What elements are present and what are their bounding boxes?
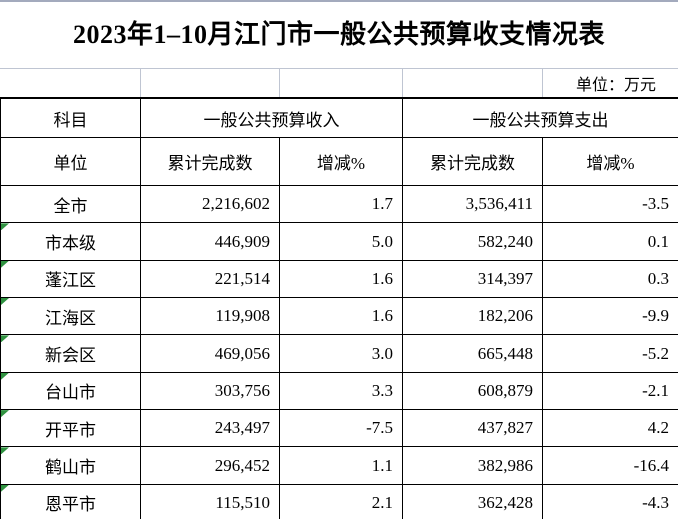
header-expenditure-group: 一般公共预算支出 <box>403 99 678 138</box>
revenue-total-cell: 119,908 <box>141 298 280 336</box>
header-expenditure-change: 增减% <box>543 138 678 186</box>
expenditure-total-cell: 314,397 <box>403 260 543 299</box>
expenditure-total-cell: 182,206 <box>403 298 543 336</box>
empty-grid-cell <box>280 69 403 97</box>
expenditure-total-cell: 362,428 <box>403 484 543 519</box>
region-name: 台山市 <box>45 383 96 403</box>
unit-note-row: 单位：万元 <box>0 68 678 97</box>
page-title: 2023年1–10月江门市一般公共预算收支情况表 <box>72 20 605 49</box>
revenue-change-cell: 1.6 <box>280 298 403 336</box>
table-header-row-2: 单位 累计完成数 增减% 累计完成数 增减% <box>1 138 678 186</box>
header-revenue-change: 增减% <box>280 138 403 186</box>
region-name: 江海区 <box>45 308 96 328</box>
header-revenue-group: 一般公共预算收入 <box>141 99 403 138</box>
expenditure-change-cell: -3.5 <box>543 186 678 224</box>
empty-grid-cell <box>0 69 141 97</box>
header-revenue-total: 累计完成数 <box>141 138 280 186</box>
revenue-change-cell: 1.7 <box>280 186 403 224</box>
unit-note: 单位：万元 <box>575 77 656 94</box>
budget-table: 科目 一般公共预算收入 一般公共预算支出 单位 累计完成数 增减% 累计完成数 … <box>0 97 678 519</box>
table-row: 全市 2,216,602 1.7 3,536,411 -3.5 <box>1 186 678 224</box>
expenditure-change-cell: -2.1 <box>543 373 678 411</box>
revenue-change-cell: 2.1 <box>280 484 403 519</box>
revenue-change-cell: 5.0 <box>280 223 403 261</box>
empty-grid-cell <box>141 69 280 97</box>
expenditure-change-cell: 0.1 <box>543 223 678 261</box>
expenditure-change-cell: -4.3 <box>543 485 678 519</box>
revenue-total-cell: 221,514 <box>141 260 280 299</box>
revenue-change-cell: 1.6 <box>280 260 403 299</box>
header-unit: 单位 <box>1 138 141 186</box>
region-name: 市本级 <box>45 234 96 254</box>
region-name-cell: 台山市 <box>1 372 141 411</box>
expenditure-total-cell: 3,536,411 <box>403 186 543 224</box>
table-row: 江海区 119,908 1.6 182,206 -9.9 <box>1 298 678 336</box>
cell-error-marker-triangle <box>1 260 9 268</box>
header-subject: 科目 <box>1 99 141 138</box>
region-name-cell: 市本级 <box>1 223 141 261</box>
revenue-total-cell: 243,497 <box>141 410 280 448</box>
cell-error-marker-triangle <box>1 372 9 380</box>
revenue-total-cell: 115,510 <box>141 484 280 519</box>
expenditure-total-cell: 608,879 <box>403 372 543 411</box>
revenue-total-cell: 2,216,602 <box>141 186 280 224</box>
revenue-total-cell: 446,909 <box>141 223 280 261</box>
revenue-total-cell: 303,756 <box>141 372 280 411</box>
region-name: 蓬江区 <box>45 271 96 291</box>
header-expenditure-total: 累计完成数 <box>403 138 543 186</box>
table-row: 恩平市 115,510 2.1 362,428 -4.3 <box>1 484 678 519</box>
expenditure-total-cell: 665,448 <box>403 335 543 373</box>
revenue-change-cell: 3.0 <box>280 335 403 373</box>
region-name: 开平市 <box>45 420 96 440</box>
expenditure-change-cell: 0.3 <box>543 261 678 299</box>
empty-grid-cell <box>403 69 543 97</box>
revenue-change-cell: 3.3 <box>280 372 403 411</box>
cell-error-marker-triangle <box>1 484 9 492</box>
expenditure-change-cell: -5.2 <box>543 335 678 373</box>
top-window-strip <box>0 0 678 2</box>
region-name: 鹤山市 <box>45 458 96 478</box>
cell-error-marker-triangle <box>1 410 9 418</box>
region-name-cell: 蓬江区 <box>1 260 141 299</box>
region-name-cell: 开平市 <box>1 410 141 448</box>
table-row: 开平市 243,497 -7.5 437,827 4.2 <box>1 410 678 448</box>
cell-error-marker-triangle <box>1 447 9 455</box>
table-header-row-1: 科目 一般公共预算收入 一般公共预算支出 <box>1 99 678 138</box>
expenditure-change-cell: -9.9 <box>543 298 678 336</box>
region-name-cell: 鹤山市 <box>1 447 141 485</box>
table-row: 市本级 446,909 5.0 582,240 0.1 <box>1 223 678 261</box>
expenditure-total-cell: 582,240 <box>403 223 543 261</box>
region-name-cell: 江海区 <box>1 298 141 336</box>
table-row: 新会区 469,056 3.0 665,448 -5.2 <box>1 335 678 373</box>
region-name: 恩平市 <box>45 495 96 515</box>
expenditure-change-cell: -16.4 <box>543 447 678 485</box>
table-body: 全市 2,216,602 1.7 3,536,411 -3.5 市本级 446,… <box>1 186 678 519</box>
region-name: 新会区 <box>45 346 96 366</box>
region-name-cell: 新会区 <box>1 335 141 373</box>
cell-error-marker-triangle <box>1 223 9 231</box>
cell-error-marker-triangle <box>1 298 9 306</box>
region-name: 全市 <box>53 196 88 216</box>
expenditure-total-cell: 437,827 <box>403 410 543 448</box>
region-name-cell: 全市 <box>1 186 141 224</box>
revenue-total-cell: 296,452 <box>141 447 280 485</box>
expenditure-change-cell: 4.2 <box>543 410 678 448</box>
expenditure-total-cell: 382,986 <box>403 447 543 485</box>
table-row: 鹤山市 296,452 1.1 382,986 -16.4 <box>1 447 678 485</box>
revenue-change-cell: -7.5 <box>280 410 403 448</box>
revenue-total-cell: 469,056 <box>141 335 280 373</box>
cell-error-marker-triangle <box>1 335 9 343</box>
table-row: 蓬江区 221,514 1.6 314,397 0.3 <box>1 260 678 299</box>
revenue-change-cell: 1.1 <box>280 447 403 485</box>
table-row: 台山市 303,756 3.3 608,879 -2.1 <box>1 372 678 411</box>
region-name-cell: 恩平市 <box>1 484 141 519</box>
